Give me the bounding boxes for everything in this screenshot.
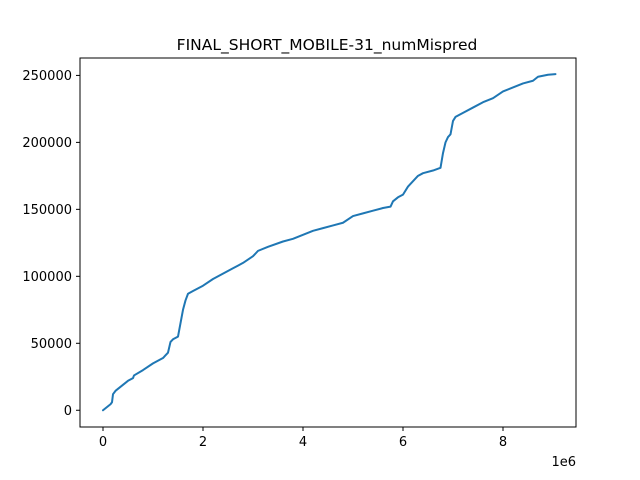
y-tick-label: 200000 xyxy=(22,136,72,151)
axes-frame xyxy=(79,57,577,428)
series-line-0 xyxy=(102,73,557,412)
y-tick-label: 250000 xyxy=(22,69,72,84)
y-tick-label: 100000 xyxy=(22,270,72,285)
plot-area: 0 2 4 6 8 0 50000 100000 150000 200000 250000 xyxy=(22,57,577,450)
x-tick-label: 6 xyxy=(399,435,407,450)
y-tick-label: 0 xyxy=(64,404,72,419)
x-axis-offset-label: 1e6 xyxy=(551,455,576,470)
chart-title: FINAL_SHORT_MOBILE-31_numMispred xyxy=(177,36,478,55)
y-tick-label: 150000 xyxy=(22,203,72,218)
x-tick-label: 2 xyxy=(199,435,207,450)
x-tick-label: 4 xyxy=(299,435,307,450)
x-tick-label: 8 xyxy=(499,435,507,450)
x-tick-label: 0 xyxy=(99,435,107,450)
y-tick-label: 50000 xyxy=(31,337,72,352)
